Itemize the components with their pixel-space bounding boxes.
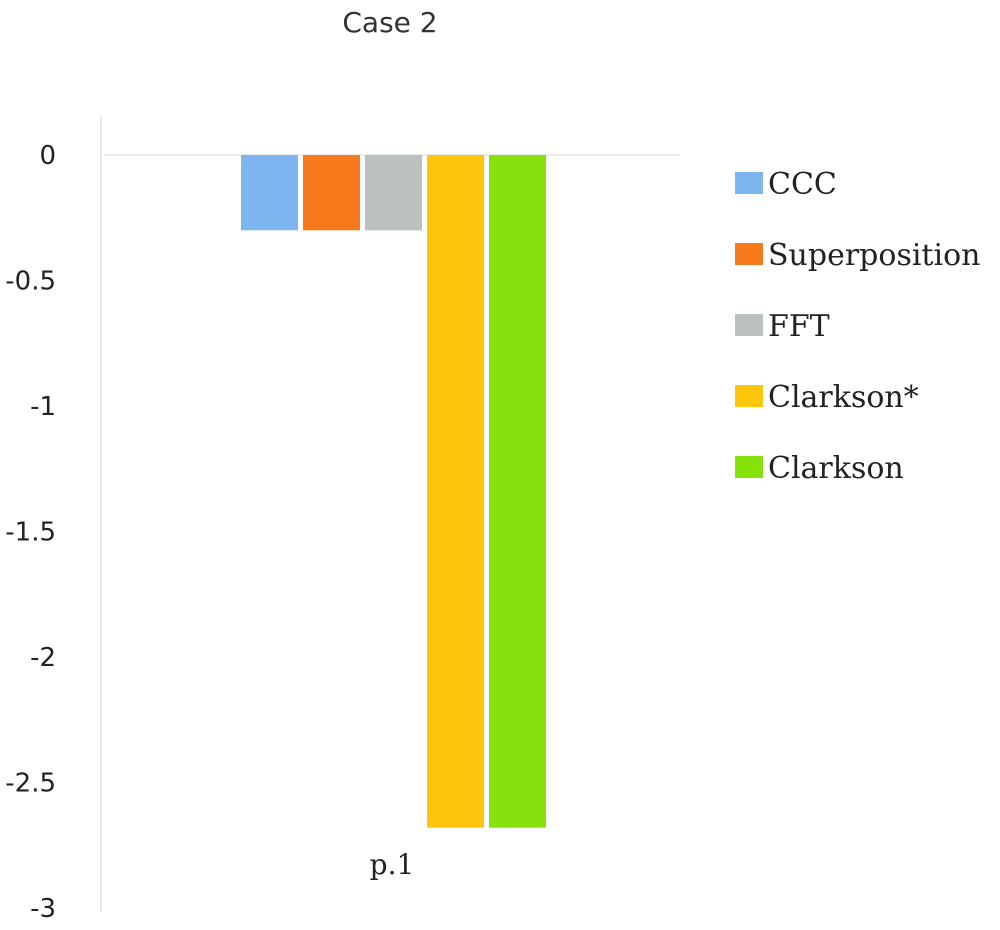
legend-swatch [735, 314, 763, 336]
legend-label: Clarkson* [768, 380, 919, 415]
y-tick-label: -1.5 [5, 518, 56, 548]
bar-fft [365, 155, 422, 231]
y-tick-label: -2 [30, 643, 56, 673]
y-tick-label: -3 [30, 894, 56, 924]
legend-swatch [735, 243, 763, 265]
y-tick-label: 0 [39, 141, 56, 171]
legend-swatch [735, 456, 763, 478]
y-tick-label: -1 [30, 392, 56, 422]
legend-label: CCC [768, 167, 837, 202]
y-tick-labels: 0 -0.5 -1 -1.5 -2 -2.5 -3 [5, 141, 56, 924]
legend-label: Clarkson [768, 451, 904, 486]
bar-group [241, 155, 546, 828]
bar-ccc [241, 155, 298, 231]
legend-swatch [735, 385, 763, 407]
legend-label: Superposition [768, 238, 980, 273]
bar-clarkson [427, 155, 484, 828]
y-tick-label: -0.5 [5, 267, 56, 297]
bar-superposition [303, 155, 360, 231]
legend: CCC Superposition FFT Clarkson* Clarkson [735, 167, 980, 486]
bar-clarkson [489, 155, 546, 828]
legend-swatch [735, 172, 763, 194]
category-label: p.1 [370, 848, 415, 881]
chart-title: Case 2 [342, 6, 437, 39]
y-tick-label: -2.5 [5, 769, 56, 799]
category-labels: p.1 [370, 848, 415, 881]
legend-label: FFT [768, 309, 830, 344]
